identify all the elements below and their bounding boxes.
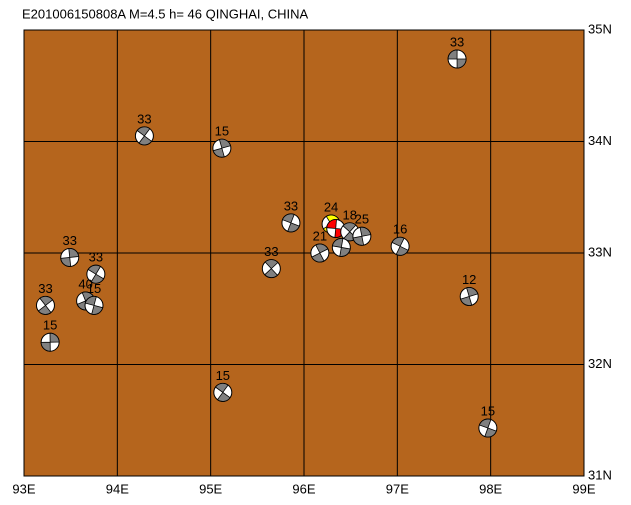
- focal-mechanism: [459, 286, 479, 306]
- depth-label: 33: [284, 198, 298, 213]
- beachball-part: [311, 243, 329, 263]
- beachball-part: [87, 264, 105, 284]
- focal-mechanism: [213, 382, 233, 402]
- beachball-part: [84, 296, 104, 315]
- beachball-part: [60, 248, 80, 267]
- beachball-part: [391, 236, 409, 256]
- x-tick-label: 93E: [12, 481, 35, 496]
- focal-mechanism: [40, 332, 60, 352]
- x-tick-label: 95E: [199, 481, 222, 496]
- depth-label: 33: [89, 250, 103, 265]
- depth-label: 15: [216, 368, 230, 383]
- focal-mechanism: [310, 243, 330, 263]
- y-tick-label: 33N: [588, 244, 612, 259]
- focal-mechanism: [261, 259, 281, 279]
- beachball-part: [264, 259, 279, 278]
- x-tick-label: 94E: [106, 481, 129, 496]
- beachball-part: [478, 418, 497, 438]
- depth-label: 12: [462, 272, 476, 287]
- depth-label: 24: [324, 199, 338, 214]
- beachball-part: [352, 226, 372, 246]
- focal-mechanism: [134, 126, 154, 146]
- y-tick-label: 32N: [588, 356, 612, 371]
- beachball-part: [447, 49, 467, 69]
- depth-label: 15: [43, 318, 57, 333]
- focal-mechanism: [86, 264, 106, 284]
- depth-label: 15: [481, 403, 495, 418]
- x-tick-label: 96E: [292, 481, 315, 496]
- beachball-part: [214, 383, 231, 402]
- depth-label: 16: [393, 222, 407, 237]
- focal-mechanism: [478, 418, 498, 438]
- focal-mechanism: [352, 226, 372, 246]
- map-title: E201006150808A M=4.5 h= 46 QINGHAI, CHIN…: [22, 6, 309, 21]
- focal-mechanism: [281, 213, 301, 233]
- depth-label: 33: [38, 281, 52, 296]
- y-tick-label: 34N: [588, 133, 612, 148]
- depth-label: 33: [62, 233, 76, 248]
- depth-label: 25: [355, 212, 369, 227]
- beachball-part: [332, 238, 351, 257]
- focal-mechanism: [60, 247, 80, 267]
- depth-label: 33: [137, 111, 151, 126]
- focal-mechanism: [331, 237, 351, 257]
- focal-mechanism: [447, 49, 467, 69]
- beachball-part: [40, 332, 60, 352]
- depth-label: 15: [215, 124, 229, 139]
- beachball-part: [136, 126, 153, 146]
- depth-label: 33: [264, 244, 278, 259]
- beachball-part: [281, 213, 300, 233]
- x-tick-label: 97E: [386, 481, 409, 496]
- focal-mechanism: [84, 295, 104, 315]
- y-tick-label: 31N: [588, 467, 612, 482]
- x-tick-label: 98E: [479, 481, 502, 496]
- depth-label: 21: [313, 228, 327, 243]
- focal-mechanism: [35, 295, 55, 315]
- focal-mechanism: [390, 236, 410, 256]
- depth-label: 33: [450, 34, 464, 49]
- y-tick-label: 35N: [588, 21, 612, 36]
- depth-label: 15: [87, 281, 101, 296]
- x-tick-label: 99E: [572, 481, 595, 496]
- focal-mechanism: [212, 138, 232, 158]
- beachball-part: [460, 287, 479, 306]
- depth-label: 18: [342, 207, 356, 222]
- beachball-part: [37, 296, 54, 315]
- beachball-part: [212, 138, 231, 158]
- depth-label: 40: [78, 276, 92, 291]
